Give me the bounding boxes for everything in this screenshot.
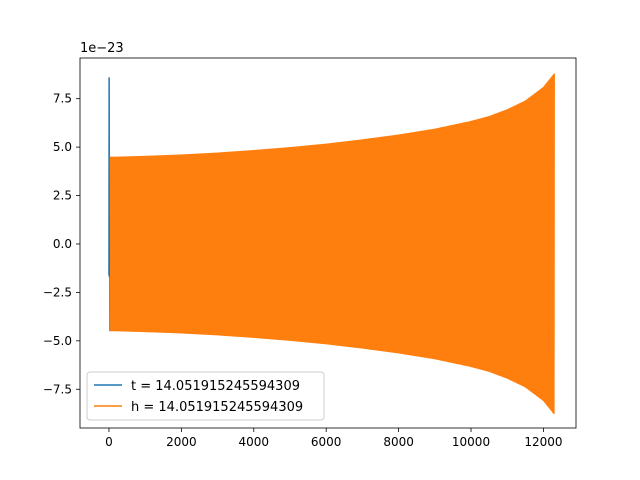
x-axis: 0 2000 4000 6000 8000 10000 12000 [105,428,563,449]
x-tick-label: 10000 [452,435,490,449]
y-tick-label: 5.0 [53,140,72,154]
x-tick-label: 6000 [311,435,342,449]
y-scale-label: 1e−23 [80,41,124,56]
y-axis: −7.5 −5.0 −2.5 0.0 2.5 5.0 7.5 [43,92,80,396]
x-tick-label: 4000 [239,435,270,449]
series-layer [108,73,555,415]
x-tick-label: 0 [105,435,113,449]
x-tick-label: 12000 [524,435,562,449]
y-tick-label: 0.0 [53,237,72,251]
x-tick-label: 8000 [383,435,414,449]
y-tick-label: −5.0 [43,334,72,348]
legend-label-h: h = 14.051915245594309 [131,400,303,415]
y-tick-label: −7.5 [43,382,72,396]
axes-frame [79,57,577,429]
legend-box [86,371,325,421]
legend-label-t: t = 14.051915245594309 [131,379,300,394]
y-tick-label: −2.5 [43,285,72,299]
series-envelope-h [110,76,555,412]
y-tick-label: 2.5 [53,189,72,203]
legend: t = 14.051915245594309 h = 14.0519152455… [86,371,325,421]
y-tick-label: 7.5 [53,92,72,106]
x-tick-label: 2000 [166,435,197,449]
